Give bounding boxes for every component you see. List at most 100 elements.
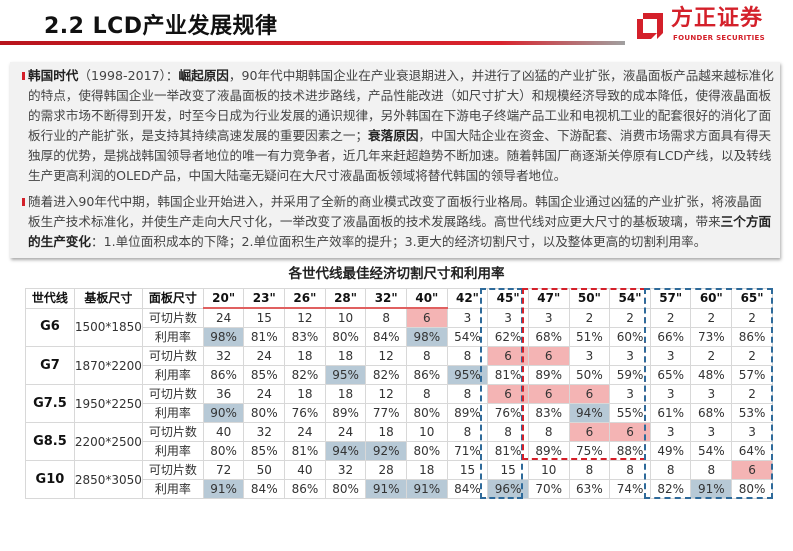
util-cell: 60% — [609, 327, 651, 347]
count-cell: 2 — [690, 346, 733, 366]
util-cell: 80% — [324, 479, 367, 499]
util-cell: 83% — [284, 327, 326, 347]
substrate-cell: 1950*2250 — [73, 384, 143, 423]
util-cell: 62% — [487, 327, 529, 347]
count-cell: 32 — [324, 460, 367, 480]
count-cell: 8 — [406, 346, 448, 366]
count-cell: 8 — [487, 422, 529, 442]
count-cell: 24 — [284, 422, 326, 442]
count-cell: 18 — [324, 384, 367, 404]
count-label-cell: 可切片数 — [141, 422, 204, 442]
count-cell: 32 — [202, 346, 245, 366]
size-header-cell: 28" — [324, 288, 367, 309]
count-cell: 24 — [243, 346, 286, 366]
generation-cell: G10 — [25, 460, 75, 499]
util-label-cell: 利用率 — [141, 365, 204, 385]
logo-mark-icon — [637, 13, 663, 39]
size-header-cell: 23" — [243, 288, 286, 309]
count-cell: 3 — [487, 307, 529, 328]
count-cell: 8 — [527, 422, 570, 442]
util-cell: 70% — [527, 479, 570, 499]
count-cell: 18 — [406, 460, 448, 480]
table-title: 各世代线最佳经济切割尺寸和利用率 — [288, 266, 505, 282]
util-cell: 80% — [324, 327, 367, 347]
util-cell: 61% — [649, 403, 692, 423]
count-cell: 8 — [446, 346, 489, 366]
founder-securities-logo: 方正证券 FOUNDER SECURITIES — [635, 6, 785, 46]
generation-cell: G7 — [25, 346, 75, 385]
util-cell: 50% — [568, 365, 611, 385]
count-cell: 15 — [487, 460, 529, 480]
util-cell: 98% — [202, 327, 245, 347]
text: ，90年代中期韩国企业在产业衰退期进入，并进行了凶猛的产业扩张，液晶面板产品越来… — [28, 68, 774, 143]
util-cell: 86% — [284, 479, 326, 499]
util-cell: 54% — [446, 327, 489, 347]
count-cell: 3 — [690, 422, 733, 442]
count-cell: 3 — [446, 307, 489, 328]
count-cell: 40 — [202, 422, 245, 442]
util-cell: 63% — [568, 479, 611, 499]
count-cell: 6 — [527, 384, 570, 404]
count-cell: 12 — [365, 384, 407, 404]
substrate-cell: 2200*2500 — [73, 422, 143, 461]
size-header-cell: 42" — [446, 288, 489, 309]
content: 韩国时代（1998-2017）：崛起原因，90年代中期韩国企业在产业衰退期进入，… — [0, 62, 793, 499]
util-cell: 74% — [609, 479, 651, 499]
cutting-table: 世代线 基板尺寸 面板尺寸 20" 23" 26" 28" 32" 40" 42" 45" 47" 50… — [25, 288, 773, 499]
count-cell: 18 — [365, 422, 407, 442]
size-header-cell: 57" — [649, 288, 692, 309]
table-row-count: G7 1870*2200 可切片数 32 24 18 18 12 8 8 6 6 3 3 3 2 2 — [25, 346, 773, 385]
util-cell: 82% — [284, 365, 326, 385]
substrate-cell: 1870*2200 — [73, 346, 143, 385]
util-cell: 66% — [649, 327, 692, 347]
size-header-cell: 20" — [202, 288, 245, 309]
size-header-cell: 60" — [690, 288, 733, 309]
util-cell: 82% — [649, 479, 692, 499]
util-cell: 84% — [243, 479, 286, 499]
count-cell: 8 — [365, 307, 407, 328]
util-cell: 76% — [487, 403, 529, 423]
util-cell: 98% — [406, 327, 448, 347]
util-cell: 53% — [731, 403, 773, 423]
logo-text-cn: 方正证券 — [671, 6, 764, 31]
count-cell: 72 — [202, 460, 245, 480]
count-cell: 12 — [365, 346, 407, 366]
util-cell: 77% — [365, 403, 407, 423]
size-header-cell: 45" — [487, 288, 529, 309]
count-cell: 3 — [731, 422, 773, 442]
util-cell: 83% — [527, 403, 570, 423]
size-header-cell: 50" — [568, 288, 611, 309]
util-cell: 95% — [446, 365, 489, 385]
count-cell: 6 — [527, 346, 570, 366]
count-cell: 50 — [243, 460, 286, 480]
util-cell: 82% — [365, 365, 407, 385]
title-divider — [0, 41, 625, 45]
util-cell: 75% — [568, 441, 611, 461]
util-cell: 89% — [527, 441, 570, 461]
count-cell: 24 — [324, 422, 367, 442]
production-changes-heading: 三个方面的生产变化 — [28, 214, 772, 249]
util-cell: 65% — [649, 365, 692, 385]
count-cell: 8 — [568, 460, 611, 480]
substrate-cell: 2850*3050 — [73, 460, 143, 499]
count-cell: 24 — [243, 384, 286, 404]
util-cell: 80% — [731, 479, 773, 499]
util-cell: 89% — [446, 403, 489, 423]
util-cell: 85% — [243, 365, 286, 385]
count-cell: 36 — [202, 384, 245, 404]
count-cell: 2 — [731, 346, 773, 366]
util-cell: 91% — [690, 479, 733, 499]
count-cell: 8 — [690, 460, 733, 480]
count-cell: 12 — [284, 307, 326, 328]
size-header-cell: 32" — [365, 288, 407, 309]
count-cell: 32 — [243, 422, 286, 442]
count-cell: 8 — [446, 384, 489, 404]
count-cell: 8 — [609, 460, 651, 480]
count-cell: 6 — [487, 384, 529, 404]
count-cell: 8 — [446, 422, 489, 442]
table-row-count: G10 2850*3050 可切片数 72 50 40 32 28 18 15 15 10 8 8 8 8 6 — [25, 460, 773, 499]
size-header-cell: 40" — [406, 288, 448, 309]
util-cell: 84% — [446, 479, 489, 499]
util-cell: 85% — [243, 441, 286, 461]
count-label-cell: 可切片数 — [141, 307, 204, 328]
